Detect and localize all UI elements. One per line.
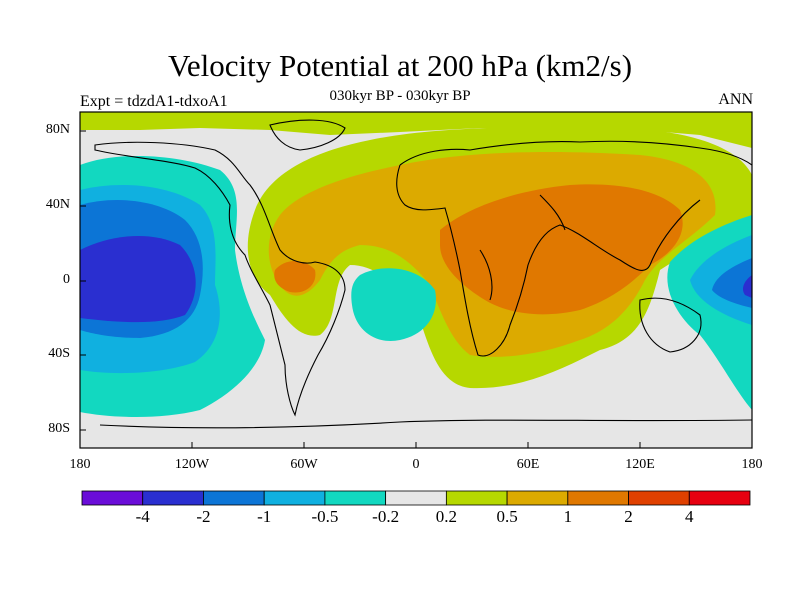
colorbar-label: -2 [196,507,211,526]
colorbar-label: 1 [563,507,573,526]
contour-negative-east-1 [712,258,752,308]
axis-ticks [79,130,753,448]
colorbar-label: 4 [685,507,694,526]
lon-label-120w: 120W [174,457,210,472]
contour-positive-southamerica [274,261,316,293]
colorbar-swatch [628,490,690,506]
colorbar-swatch [385,490,447,506]
lat-label-80n: 80N [45,122,70,137]
colorbar-swatch [324,490,387,506]
lat-label-40s: 40S [48,346,70,361]
contour-north-band [80,112,752,148]
contour-negative-west-2 [80,235,196,323]
lon-label-60e: 60E [516,457,540,472]
season-label: ANN [718,91,753,108]
colorbar-swatch [445,490,508,506]
colorbar-label: 0.2 [435,507,457,526]
colorbar-label: -4 [135,507,150,526]
lon-label-60w: 60W [290,457,318,472]
period-label: 030kyr BP - 030kyr BP [329,88,471,104]
lon-label-180e: 180 [741,457,763,472]
lat-label-80s: 80S [48,421,70,436]
colorbar [81,490,751,506]
contour-field [80,112,752,448]
contour-negative-east-2 [742,275,752,298]
lon-label-120e: 120E [625,457,655,472]
colorbar-swatch [688,490,751,506]
coastlines [94,119,752,429]
colorbar-swatch [142,490,204,506]
lon-label-0: 0 [412,457,420,472]
colorbar-swatch [81,490,144,506]
colorbar-label: -1 [257,507,272,526]
colorbar-label: 0.5 [496,507,518,526]
colorbar-swatch [263,490,326,506]
colorbar-label: -0.2 [372,507,400,526]
contour-positive-1 [440,184,683,315]
colorbar-label: -0.5 [311,507,339,526]
colorbar-swatch [567,490,629,506]
colorbar-label: 2 [624,507,633,526]
map-title: Velocity Potential at 200 hPa (km2/s) [167,48,633,83]
colorbar-swatch [506,490,569,506]
experiment-label: Expt = tdzdA1-tdxoA1 [80,93,228,110]
colorbar-swatch [203,490,265,506]
contour-negative-atlantic [351,268,436,341]
lat-label-40n: 40N [45,197,70,212]
lon-label-180w: 180 [69,457,91,472]
lat-label-0: 0 [63,272,70,287]
